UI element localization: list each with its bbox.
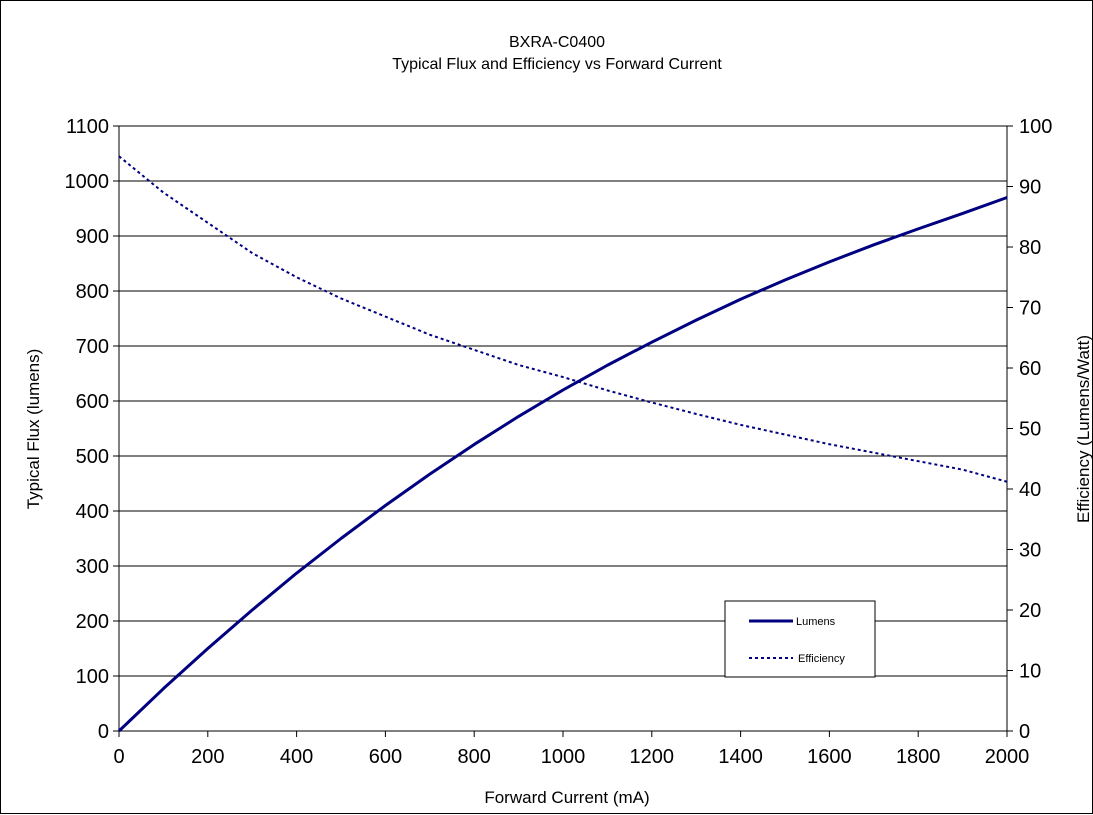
y2-axis-title: Efficiency (Lumens/Watt) <box>1074 335 1093 523</box>
x-tick-label: 2000 <box>985 746 1030 768</box>
y-tick-label: 0 <box>98 721 109 743</box>
x-tick-label: 1400 <box>718 746 763 768</box>
y-tick-label: 400 <box>76 501 109 523</box>
series-lines <box>117 155 1008 733</box>
x-tick-label: 1000 <box>541 746 586 768</box>
chart-title: BXRA-C0400 <box>509 34 605 51</box>
chart-subtitle: Typical Flux and Efficiency vs Forward C… <box>392 56 722 73</box>
y2-tick-label: 40 <box>1019 479 1041 501</box>
series-line-efficiency <box>118 155 1008 483</box>
x-tick-label: 200 <box>191 746 224 768</box>
y2-tick-label: 20 <box>1019 600 1041 622</box>
y2-tick-label: 0 <box>1019 721 1030 743</box>
y-tick-label: 900 <box>76 226 109 248</box>
y2-tick-label: 80 <box>1019 237 1041 259</box>
y-tick-label: 1100 <box>66 116 109 138</box>
y2-tick-label: 90 <box>1019 177 1041 199</box>
y2-tick-label: 50 <box>1019 419 1041 441</box>
y-tick-label: 200 <box>76 611 109 633</box>
y-tick-label: 700 <box>76 336 109 358</box>
y-tick-label: 100 <box>76 666 109 688</box>
y2-tick-label: 70 <box>1019 298 1041 320</box>
grid-lines <box>119 125 1007 732</box>
x-tick-label: 800 <box>458 746 491 768</box>
y-axis-title: Typical Flux (lumens) <box>24 349 43 510</box>
x-tick-label: 400 <box>280 746 313 768</box>
y-tick-label: 500 <box>76 446 109 468</box>
y2-tick-label: 10 <box>1019 661 1041 683</box>
x-tick-label: 1200 <box>630 746 675 768</box>
x-tick-label: 1600 <box>807 746 852 768</box>
x-tick-label: 1800 <box>896 746 941 768</box>
series-line-lumens <box>117 196 1008 733</box>
y-tick-label: 600 <box>76 391 109 413</box>
y-tick-label: 800 <box>76 281 109 303</box>
legend-label-efficiency: Efficiency <box>798 653 845 665</box>
y2-tick-label: 100 <box>1019 116 1052 138</box>
x-tick-label: 600 <box>369 746 402 768</box>
y2-tick-label: 30 <box>1019 540 1041 562</box>
x-axis-title: Forward Current (mA) <box>484 788 649 807</box>
axes <box>113 125 1013 737</box>
legend-label-lumens: Lumens <box>796 616 836 628</box>
y2-tick-label: 60 <box>1019 358 1041 380</box>
x-tick-label: 0 <box>113 746 124 768</box>
y-tick-label: 300 <box>76 556 109 578</box>
legend-box <box>724 600 876 678</box>
y-tick-label: 1000 <box>65 171 110 193</box>
legend: Lumens Efficiency <box>724 600 876 678</box>
tick-labels: 0100200300400500600700800900100011000102… <box>65 116 1053 768</box>
